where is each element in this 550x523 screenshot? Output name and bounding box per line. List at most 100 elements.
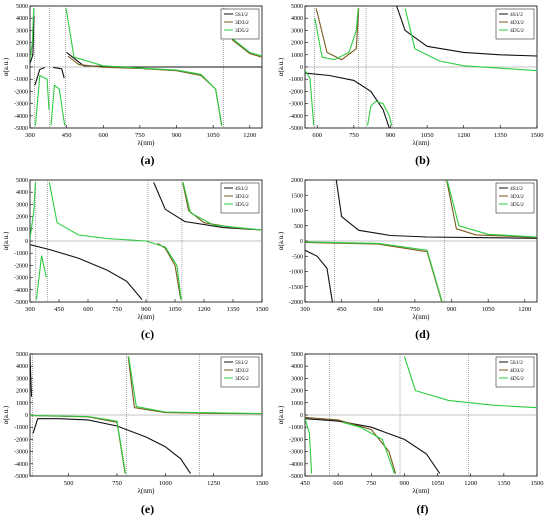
y-tick-label: -4000: [14, 462, 28, 468]
y-tick-label: -2000: [14, 263, 28, 269]
x-tick-label: 300: [25, 132, 35, 139]
y-tick-label: -4000: [289, 114, 303, 120]
caption-a: (a): [140, 153, 155, 167]
y-axis-label: α(a.u.): [277, 231, 285, 250]
series-line-3D5/2: [50, 84, 66, 126]
x-tick-label: 1000: [159, 480, 172, 487]
x-tick-label: 750: [135, 132, 145, 139]
y-tick-label: -5000: [14, 126, 28, 132]
series-line-3D5/2: [182, 182, 262, 231]
y-tick-label: 4000: [16, 190, 28, 196]
legend-label: 3D5/2: [510, 202, 524, 208]
caption-b: (b): [415, 153, 430, 167]
y-tick-label: 5000: [16, 4, 28, 10]
series-group: [30, 8, 262, 126]
series-line-3D5/2: [30, 414, 127, 474]
panel-b: 600 750 900 1050 1200 1350 1500 -5000 -4000 -3000…: [275, 0, 550, 174]
legend-label: 3D3/2: [235, 368, 249, 374]
y-axis-label: α(a.u.): [2, 231, 10, 250]
x-tick-label: 1200: [198, 306, 211, 313]
x-tick-label: 1500: [531, 132, 544, 139]
y-tick-label: 3000: [16, 202, 28, 208]
y-tick-label: 500: [294, 224, 303, 230]
y-tick-label: -3000: [14, 276, 28, 282]
y-axis-label: α(a.u.): [2, 57, 10, 76]
y-tick-label: 5000: [291, 352, 303, 358]
series-group: [305, 6, 537, 128]
x-axis-label: λ(nm): [412, 313, 430, 321]
x-tick-label: 450: [337, 306, 347, 313]
x-tick-label: 1200: [457, 132, 470, 139]
legend-label: 4D3/2: [510, 368, 524, 374]
legend-label: 4S1/2: [510, 12, 523, 18]
y-tick-label: -1000: [289, 270, 303, 276]
series-line-3D5/2: [128, 356, 262, 415]
x-tick-label: 750: [366, 480, 376, 487]
x-tick-label: 1200: [243, 132, 256, 139]
y-tick-label: 1000: [16, 401, 28, 407]
y-tick-label: -5000: [289, 126, 303, 132]
chart-a-svg: 300 450 600 750 900 1050 1200 -5000 -4000 -3000 -2…: [2, 4, 263, 147]
y-tick-label: 1000: [16, 53, 28, 59]
series-line-4S1/2: [396, 6, 537, 57]
series-line-3D5/2: [65, 8, 223, 126]
legend-label: 3D5/2: [235, 202, 249, 208]
x-tick-label: 750: [112, 306, 122, 313]
series-line-3D3/2: [446, 180, 537, 238]
y-tick-label: 0: [25, 239, 28, 245]
y-tick-label: 4000: [291, 364, 303, 370]
y-tick-label: 4000: [291, 16, 303, 22]
series-line-3D5/2: [35, 255, 47, 300]
x-tick-label: 600: [83, 306, 93, 313]
series-line-3D5/2: [34, 74, 50, 126]
x-tick-label: 900: [172, 132, 182, 139]
x-tick-label: 1500: [256, 480, 269, 487]
series-line-5S1/2: [66, 51, 262, 68]
x-tick-label: 450: [54, 306, 64, 313]
x-axis-label: λ(nm): [137, 487, 155, 495]
series-line-5S1/2: [30, 356, 33, 397]
x-tick-label: 900: [141, 306, 151, 313]
x-tick-label: 600: [312, 132, 322, 139]
y-tick-label: 2000: [16, 389, 28, 395]
series-line-4S1/2: [305, 72, 390, 128]
y-tick-label: 1500: [291, 193, 303, 199]
x-tick-label: 450: [300, 480, 310, 487]
y-tick-label: -2000: [14, 437, 28, 443]
series-line-4D5/2: [314, 8, 359, 61]
legend-label: 4D5/2: [510, 376, 524, 382]
y-axis-label: α(a.u.): [277, 57, 285, 76]
y-axis-label: α(a.u.): [2, 405, 10, 424]
y-tick-label: 3000: [16, 28, 28, 34]
y-tick-label: 0: [300, 413, 303, 419]
legend-label: 5S1/2: [510, 360, 523, 366]
series-group: [305, 180, 537, 302]
x-tick-label: 1350: [494, 132, 507, 139]
series-line-4D3/2: [305, 416, 397, 474]
caption-d: (d): [415, 327, 430, 341]
y-tick-label: -1500: [289, 285, 303, 291]
y-tick-label: -1000: [14, 251, 28, 257]
y-tick-label: -4000: [289, 462, 303, 468]
y-tick-label: 3000: [291, 376, 303, 382]
y-tick-label: -5000: [14, 474, 28, 480]
y-tick-label: 2000: [291, 41, 303, 47]
x-tick-label: 450: [62, 132, 72, 139]
series-line-3D3/2: [305, 241, 443, 302]
series-line-3D5/2: [30, 8, 35, 60]
x-tick-label: 600: [333, 480, 343, 487]
x-tick-label: 1050: [421, 132, 434, 139]
y-tick-label: 1000: [291, 401, 303, 407]
legend-label: 3D3/2: [235, 194, 249, 200]
series-line-3D5/2: [305, 241, 443, 302]
y-tick-label: 0: [300, 65, 303, 71]
y-tick-label: -2000: [14, 89, 28, 95]
y-tick-label: 5000: [291, 4, 303, 10]
series-line-5S1/2: [30, 15, 35, 64]
chart-d-svg: 300 450 600 750 900 1050 1200 -2000 -1500 -1000 -5…: [277, 178, 538, 321]
legend-label: 4D3/2: [510, 20, 524, 26]
series-line-4S1/2: [335, 180, 537, 239]
series-line-4D5/2: [366, 100, 393, 126]
y-tick-label: -4000: [14, 114, 28, 120]
x-axis-label: λ(nm): [137, 139, 155, 147]
